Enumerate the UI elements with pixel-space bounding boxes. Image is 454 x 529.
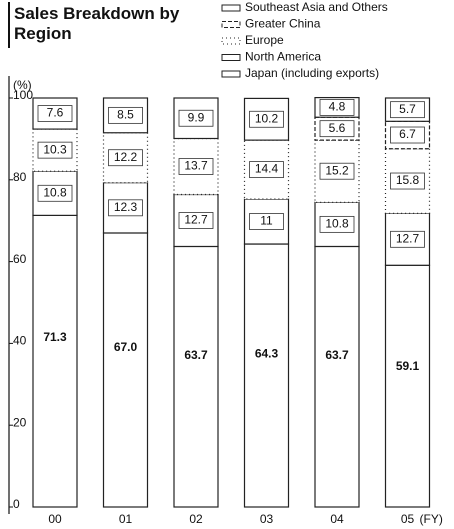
- data-label: 9.9: [188, 110, 205, 124]
- data-label: 10.3: [43, 142, 67, 156]
- bar-segment: [243, 243, 290, 508]
- legend-label: Europe: [245, 33, 284, 47]
- data-label: 8.5: [117, 108, 134, 122]
- x-tick-label: 03: [260, 512, 274, 526]
- bar-segment: [102, 232, 149, 508]
- label-box: [390, 230, 425, 248]
- label-box: [37, 105, 73, 122]
- data-label: 64.3: [255, 347, 279, 361]
- data-label: 63.7: [325, 348, 349, 362]
- x-tick-label: 04: [330, 512, 344, 526]
- label-box: [249, 161, 284, 178]
- data-label: 6.7: [399, 127, 416, 141]
- label-box: [108, 106, 143, 124]
- legend-label: Japan (including exports): [245, 66, 379, 80]
- legend-swatch: [221, 54, 241, 61]
- y-tick-label: 20: [13, 415, 27, 429]
- x-axis-label: (FY): [420, 512, 443, 526]
- legend-label: Southeast Asia and Others: [245, 0, 388, 14]
- data-label: 14.4: [255, 162, 279, 176]
- label-box: [390, 126, 425, 144]
- x-tick-label: 01: [119, 512, 133, 526]
- label-box: [249, 213, 284, 230]
- data-label: 15.2: [325, 163, 349, 177]
- data-label: 11: [260, 214, 273, 228]
- legend-swatch: [221, 37, 241, 45]
- label-box: [319, 120, 355, 138]
- data-label: 15.8: [396, 173, 420, 187]
- x-tick-label: 00: [48, 512, 62, 526]
- label-box: [37, 184, 73, 202]
- data-label: 10.8: [43, 185, 67, 199]
- bar-segment: [173, 245, 219, 508]
- bar-segment: [32, 214, 78, 508]
- label-box: [390, 101, 425, 119]
- y-axis-label: (%): [13, 78, 32, 92]
- legend-label: North America: [245, 50, 321, 64]
- label-box: [108, 149, 143, 167]
- data-label: 4.8: [329, 100, 346, 114]
- y-tick-label: 40: [13, 334, 27, 348]
- label-box: [178, 158, 214, 175]
- data-label: 12.2: [114, 150, 138, 164]
- data-label: 71.3: [43, 330, 67, 344]
- label-box: [178, 212, 214, 229]
- chart-title: Sales Breakdown by Region: [14, 4, 180, 43]
- data-label: 13.7: [184, 159, 208, 173]
- data-label: 10.2: [255, 111, 279, 125]
- label-box: [249, 110, 284, 128]
- label-box: [390, 172, 425, 190]
- x-tick-label: 02: [189, 512, 203, 526]
- data-label: 5.7: [399, 102, 416, 116]
- y-tick-label: 60: [13, 252, 27, 266]
- bar-segment: [384, 264, 431, 508]
- x-tick-label: 05: [401, 512, 415, 526]
- label-box: [319, 162, 355, 180]
- data-label: 12.7: [184, 213, 208, 227]
- label-box: [108, 199, 143, 217]
- data-label: 7.6: [47, 106, 64, 120]
- y-tick-label: 100: [13, 88, 33, 102]
- label-box: [319, 99, 355, 116]
- bar-segment: [314, 245, 360, 508]
- y-tick-label: 0: [13, 497, 20, 511]
- data-label: 5.6: [329, 121, 346, 135]
- data-label: 63.7: [184, 348, 208, 362]
- label-box: [178, 109, 214, 127]
- data-label: 12.7: [396, 231, 420, 245]
- legend-swatch: [221, 21, 241, 28]
- legend-swatch: [221, 4, 241, 12]
- y-tick-label: 80: [13, 170, 27, 184]
- data-label: 12.3: [114, 200, 138, 214]
- legend-label: Greater China: [245, 17, 321, 31]
- data-label: 59.1: [396, 359, 420, 373]
- data-label: 10.8: [325, 217, 349, 231]
- label-box: [319, 215, 355, 233]
- data-label: 67.0: [114, 340, 138, 354]
- label-box: [37, 141, 73, 159]
- legend-swatch: [221, 70, 241, 78]
